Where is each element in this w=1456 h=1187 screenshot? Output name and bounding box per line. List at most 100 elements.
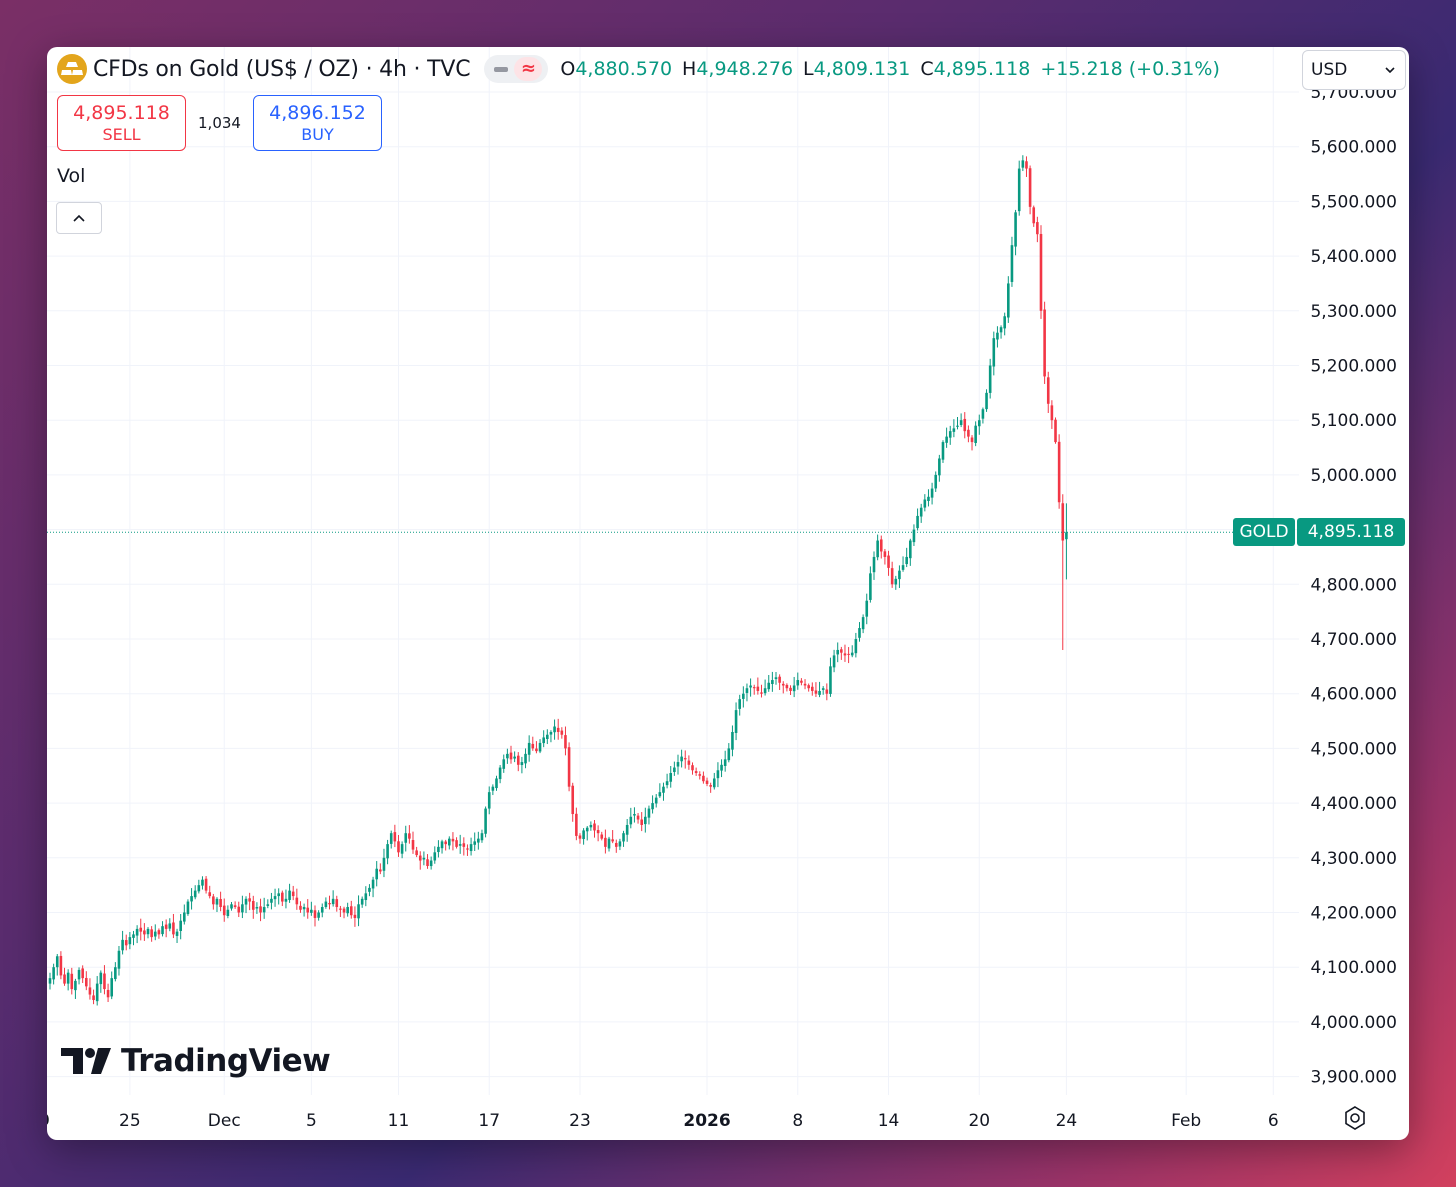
candle-body [720, 764, 723, 771]
candle-body [1054, 419, 1057, 443]
candle-body [117, 950, 121, 969]
x-tick-label: 23 [569, 1111, 591, 1131]
candle-body [379, 869, 382, 872]
candle-body [872, 556, 876, 573]
candle-body [408, 833, 411, 839]
candle-body [676, 762, 680, 767]
candle-body [712, 778, 716, 788]
candle-body [1010, 245, 1014, 282]
candle-body [687, 760, 691, 765]
symbol-header: CFDs on Gold (US$ / OZ) · 4h · TVC ≈ O4,… [57, 53, 1220, 85]
line-mode-icon[interactable] [494, 66, 509, 72]
chart-mode-toggle[interactable]: ≈ [484, 55, 549, 83]
candle-body [760, 692, 763, 694]
open-label: O [560, 58, 576, 80]
candle-body [752, 687, 756, 689]
candle-body [702, 775, 705, 782]
candle-body [237, 906, 241, 913]
candle-body [789, 687, 792, 691]
candle-body [291, 891, 295, 897]
candle-body [520, 762, 524, 766]
candle-body [898, 570, 901, 580]
chevron-down-icon [1385, 67, 1395, 73]
candle-body [273, 896, 277, 900]
y-tick-label: 4,400.000 [1310, 794, 1397, 814]
candle-body [781, 683, 785, 686]
candle-body [433, 852, 437, 861]
candle-body [665, 781, 669, 786]
candle-body [807, 685, 810, 689]
candle-body [462, 843, 466, 847]
candle-body [92, 995, 95, 1001]
candle-body [193, 890, 197, 898]
collapse-indicators-button[interactable] [56, 202, 102, 234]
candle-body [1043, 309, 1046, 377]
volume-indicator-label[interactable]: Vol [57, 165, 86, 187]
candle-body [204, 878, 208, 891]
candle-body [640, 819, 643, 825]
candle-body [974, 425, 977, 443]
candle-body [491, 786, 495, 791]
candle-body [1046, 377, 1050, 404]
wave-mode-icon[interactable]: ≈ [514, 57, 543, 81]
candle-body [393, 832, 397, 842]
candle-body [139, 927, 143, 932]
x-tick-label: 11 [388, 1111, 410, 1131]
candle-body [865, 600, 869, 617]
candle-body [266, 904, 270, 906]
y-tick-label: 5,200.000 [1310, 357, 1397, 377]
candle-body [633, 814, 636, 816]
open-value: 4,880.570 [575, 58, 673, 80]
candle-body [487, 792, 491, 809]
sell-button[interactable]: 4,895.118 SELL [57, 95, 186, 151]
candle-body [444, 841, 447, 845]
candle-body [959, 420, 963, 425]
candle-body [531, 743, 535, 749]
currency-value: USD [1311, 60, 1348, 80]
candle-body [157, 930, 161, 935]
candle-body [614, 842, 618, 847]
candle-body [219, 898, 222, 908]
candle-body [244, 898, 248, 905]
candle-body [792, 685, 796, 692]
candle-body [121, 939, 124, 951]
x-tick-label: 8 [792, 1111, 803, 1131]
candle-body [909, 540, 912, 559]
symbol-title[interactable]: CFDs on Gold (US$ / OZ) · 4h · TVC [93, 56, 471, 82]
candle-body [386, 844, 389, 859]
candle-body [934, 474, 938, 489]
candle-body [1061, 503, 1065, 541]
candle-body [70, 973, 74, 990]
candle-body [284, 898, 288, 902]
candle-body [324, 901, 328, 907]
x-tick-label: Dec [208, 1111, 241, 1131]
x-tick-label: Feb [1171, 1111, 1201, 1131]
candle-body [513, 756, 516, 759]
candlestick-chart[interactable]: 3,900.000 4,000.000 4,100.000 4,200.000 4,30… [47, 47, 1409, 1140]
candle-body [103, 973, 106, 990]
candle-body [52, 967, 55, 980]
y-tick-label: 5,600.000 [1310, 138, 1397, 158]
candle-body [963, 418, 967, 432]
candle-body [375, 868, 378, 880]
candle-body [66, 972, 70, 984]
gear-icon [1345, 1106, 1365, 1130]
candle-body [876, 540, 879, 558]
candle-body [818, 690, 821, 695]
settings-button[interactable] [1342, 1105, 1368, 1131]
candle-body [564, 735, 567, 749]
candle-body [222, 905, 226, 916]
y-tick-label: 4,700.000 [1310, 630, 1397, 650]
x-tick-label: 14 [878, 1111, 900, 1131]
candle-body [981, 409, 985, 419]
tradingview-watermark[interactable]: TradingView [61, 1043, 331, 1079]
currency-select[interactable]: USD [1302, 50, 1406, 90]
candle-body [996, 332, 999, 340]
candle-body [1039, 233, 1043, 311]
candle-body [814, 690, 818, 694]
buy-button[interactable]: 4,896.152 BUY [253, 95, 382, 151]
candle-body [825, 689, 829, 694]
candle-body [440, 841, 444, 849]
candle-body [800, 680, 803, 683]
candle-body [723, 759, 727, 766]
